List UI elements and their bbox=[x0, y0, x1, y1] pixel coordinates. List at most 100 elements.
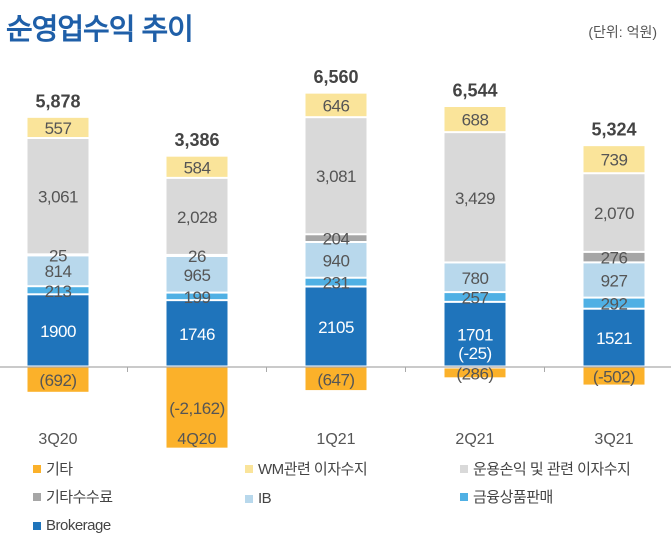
bar-segment bbox=[165, 177, 229, 255]
bar-segment bbox=[304, 286, 368, 367]
bar-segment bbox=[304, 277, 368, 287]
legend-item: 기타수수료 bbox=[33, 486, 113, 507]
legend-item: Brokerage bbox=[33, 517, 111, 534]
legend-swatch bbox=[33, 464, 41, 473]
bar-segment bbox=[26, 116, 90, 139]
data-label: (647) bbox=[317, 370, 354, 389]
legend-label: 금융상품판매 bbox=[473, 489, 553, 506]
data-label: 204 bbox=[323, 230, 350, 249]
bar-segment bbox=[26, 138, 90, 255]
data-label: (-25) bbox=[458, 344, 491, 363]
bar-segment bbox=[582, 308, 646, 367]
bar-segment bbox=[443, 301, 507, 367]
data-label: 276 bbox=[601, 249, 628, 268]
bar-segment bbox=[582, 251, 646, 263]
bar-segment bbox=[165, 254, 229, 257]
total-label: 5,878 bbox=[35, 91, 80, 111]
legend-item: 기타 bbox=[33, 458, 73, 479]
data-label: 1900 bbox=[40, 322, 76, 341]
legend-swatch bbox=[33, 521, 41, 530]
data-label: 646 bbox=[323, 96, 350, 115]
data-label: 814 bbox=[45, 262, 72, 281]
legend-label: WM관련 이자수지 bbox=[258, 461, 368, 478]
data-label: (-2,162) bbox=[169, 399, 225, 418]
data-label: 780 bbox=[462, 269, 489, 288]
data-label: (-502) bbox=[593, 368, 635, 387]
legend-item: 금융상품판매 bbox=[460, 486, 553, 507]
total-label: 6,544 bbox=[452, 81, 497, 101]
x-tick-label: 3Q21 bbox=[594, 431, 633, 448]
legend-swatch bbox=[245, 464, 253, 473]
bar-segment bbox=[443, 132, 507, 263]
data-label: 557 bbox=[45, 119, 72, 138]
bar-segment bbox=[443, 262, 507, 293]
bar-segment bbox=[26, 254, 90, 257]
legend-label: IB bbox=[258, 490, 272, 507]
bar-segment bbox=[165, 155, 229, 178]
legend-swatch bbox=[33, 492, 41, 501]
total-label: 3,386 bbox=[174, 130, 219, 150]
x-tick-label: 4Q20 bbox=[177, 431, 216, 448]
data-label: 965 bbox=[184, 266, 211, 285]
data-label: 940 bbox=[323, 251, 350, 270]
data-label: (692) bbox=[39, 371, 76, 390]
bar-segment bbox=[443, 292, 507, 302]
bar-segment bbox=[304, 92, 368, 118]
data-label: 688 bbox=[462, 111, 489, 130]
legend-item: IB bbox=[245, 490, 272, 507]
bar-segment bbox=[443, 106, 507, 133]
bar-segment bbox=[26, 294, 90, 367]
data-label: (286) bbox=[456, 364, 493, 383]
bar-segment bbox=[304, 117, 368, 235]
bar-segment bbox=[582, 173, 646, 252]
bar-segment bbox=[165, 255, 229, 293]
data-label: 1746 bbox=[179, 325, 215, 344]
data-label: 292 bbox=[601, 295, 628, 314]
x-tick-label: 3Q20 bbox=[38, 431, 77, 448]
data-label: 739 bbox=[601, 151, 628, 170]
data-label: 3,081 bbox=[316, 167, 356, 186]
data-label: 2105 bbox=[318, 318, 354, 337]
legend-label: Brokerage bbox=[46, 517, 111, 534]
data-label: 927 bbox=[601, 271, 628, 290]
bar-segment bbox=[582, 145, 646, 174]
data-label: 1701 bbox=[457, 326, 493, 345]
x-tick-label: 2Q21 bbox=[455, 431, 494, 448]
bar-segment bbox=[165, 366, 229, 449]
legend-swatch bbox=[460, 464, 468, 473]
legend-swatch bbox=[460, 492, 468, 501]
bar-segment bbox=[582, 297, 646, 309]
bar-segment bbox=[582, 262, 646, 298]
data-label: 257 bbox=[462, 288, 489, 307]
total-label: 6,560 bbox=[313, 67, 358, 87]
legend-swatch bbox=[245, 494, 253, 503]
page-title: 순영업수익 추이 bbox=[6, 14, 194, 46]
bar-segment bbox=[304, 242, 368, 278]
bar-segment bbox=[26, 366, 90, 393]
legend-label: 운용손익 및 관련 이자수지 bbox=[473, 461, 631, 478]
data-label: 26 bbox=[188, 247, 206, 266]
data-label: 3,061 bbox=[38, 188, 78, 207]
data-label: 3,429 bbox=[455, 189, 495, 208]
x-tick-label: 1Q21 bbox=[316, 431, 355, 448]
data-label: 199 bbox=[184, 288, 211, 307]
total-label: 5,324 bbox=[591, 120, 636, 140]
legend-item: 운용손익 및 관련 이자수지 bbox=[460, 458, 631, 479]
data-label: 584 bbox=[184, 158, 211, 177]
bar-segment bbox=[304, 234, 368, 243]
legend-item: WM관련 이자수지 bbox=[245, 458, 368, 479]
bar-segment bbox=[443, 367, 507, 379]
bar-segment bbox=[26, 286, 90, 295]
data-label: 1521 bbox=[596, 329, 632, 348]
unit-label: (단위: 억원) bbox=[588, 24, 657, 40]
data-label: 25 bbox=[49, 246, 67, 265]
bar-segment bbox=[26, 255, 90, 287]
data-label: 2,028 bbox=[177, 208, 217, 227]
legend-label: 기타수수료 bbox=[46, 489, 113, 506]
data-label: 2,070 bbox=[594, 204, 634, 223]
bar-segment bbox=[165, 292, 229, 301]
legend-label: 기타 bbox=[46, 461, 73, 478]
data-label: 231 bbox=[323, 274, 350, 293]
